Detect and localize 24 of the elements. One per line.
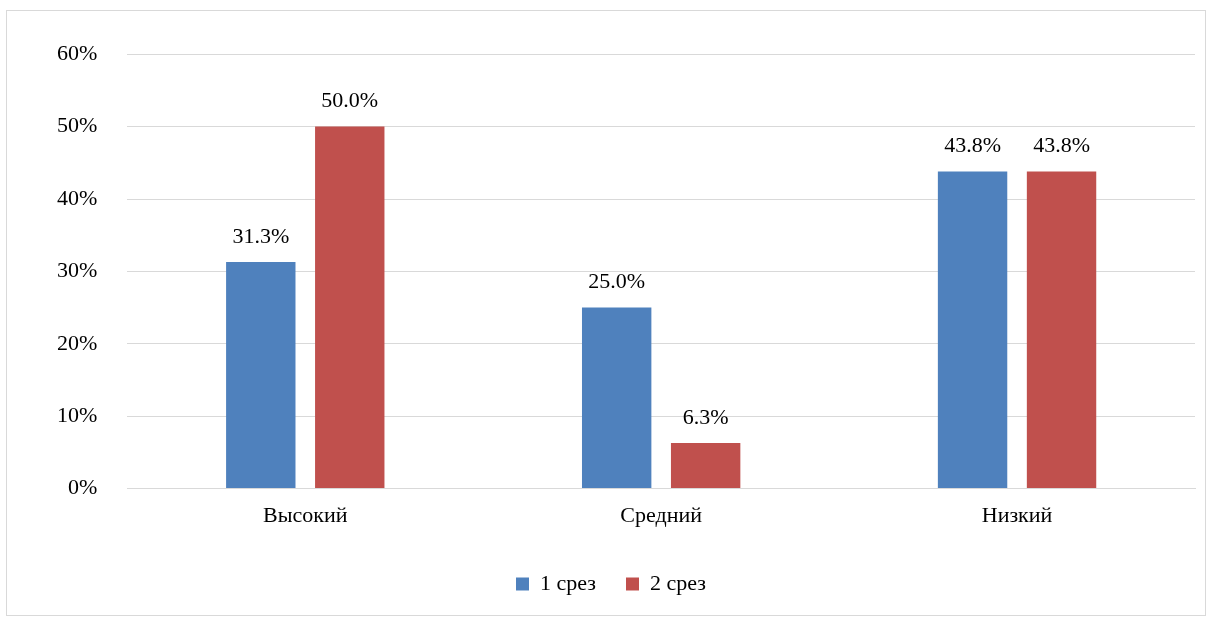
y-tick-label: 10% [57,401,98,427]
y-tick-label: 0% [68,474,98,500]
data-label: 43.8% [944,132,1001,158]
bar [937,171,1008,489]
data-label: 43.8% [1033,132,1090,158]
legend-label: 1 срез [540,569,597,595]
y-tick-label: 20% [57,329,98,355]
data-label: 25.0% [588,268,646,294]
y-tick-label: 40% [57,184,98,210]
bar [670,442,741,489]
bar [315,126,385,489]
y-tick-label: 30% [57,257,98,283]
x-tick-label: Средний [620,501,703,527]
bar [1026,171,1097,489]
y-tick-label: 50% [57,112,98,138]
y-tick-label: 60% [57,39,98,65]
data-label: 6.3% [682,403,729,429]
x-tick-label: Высокий [263,501,348,527]
data-label: 31.3% [232,222,290,248]
data-label: 50.0% [321,87,379,113]
bar [226,261,296,489]
bar [581,307,652,489]
legend-label: 2 срез [650,569,706,595]
x-tick-label: Низкий [981,501,1053,527]
